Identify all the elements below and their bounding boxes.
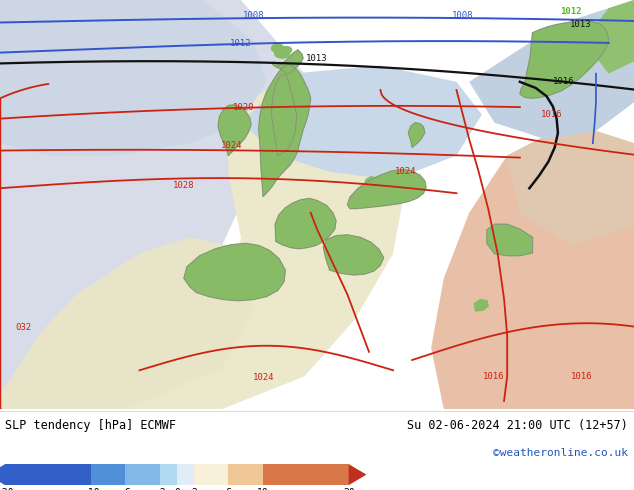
Text: 1012: 1012 bbox=[560, 7, 581, 16]
Text: 2: 2 bbox=[191, 489, 197, 490]
Text: -10: -10 bbox=[82, 489, 100, 490]
Text: SLP tendency [hPa] ECMWF: SLP tendency [hPa] ECMWF bbox=[5, 419, 176, 432]
Polygon shape bbox=[5, 464, 91, 485]
Circle shape bbox=[281, 47, 292, 53]
Text: 6: 6 bbox=[226, 489, 231, 490]
Text: 1016: 1016 bbox=[553, 77, 574, 86]
Polygon shape bbox=[262, 464, 349, 485]
Polygon shape bbox=[0, 0, 266, 155]
Polygon shape bbox=[126, 464, 160, 485]
Polygon shape bbox=[0, 237, 254, 409]
Text: 1012: 1012 bbox=[230, 39, 252, 49]
Polygon shape bbox=[271, 74, 297, 155]
Polygon shape bbox=[91, 464, 126, 485]
Text: 1016: 1016 bbox=[482, 371, 504, 381]
Polygon shape bbox=[218, 105, 251, 155]
Polygon shape bbox=[0, 0, 304, 409]
Text: 1016: 1016 bbox=[571, 371, 593, 381]
Polygon shape bbox=[408, 122, 425, 147]
Text: 032: 032 bbox=[16, 323, 32, 332]
Polygon shape bbox=[520, 21, 609, 98]
Text: 1013: 1013 bbox=[306, 54, 328, 63]
Polygon shape bbox=[431, 122, 634, 409]
Text: ©weatheronline.co.uk: ©weatheronline.co.uk bbox=[493, 448, 628, 458]
Polygon shape bbox=[349, 464, 366, 485]
Polygon shape bbox=[275, 198, 336, 249]
Text: 20: 20 bbox=[343, 489, 354, 490]
Polygon shape bbox=[507, 122, 634, 245]
Text: 1008: 1008 bbox=[452, 11, 474, 20]
Text: 1024: 1024 bbox=[221, 141, 242, 150]
Circle shape bbox=[275, 49, 290, 58]
Polygon shape bbox=[583, 0, 634, 74]
Text: 1020: 1020 bbox=[233, 103, 255, 112]
Text: -20: -20 bbox=[0, 489, 14, 490]
Text: 1028: 1028 bbox=[173, 181, 195, 190]
Polygon shape bbox=[0, 464, 5, 485]
Polygon shape bbox=[228, 464, 262, 485]
Polygon shape bbox=[469, 0, 634, 139]
Polygon shape bbox=[487, 224, 533, 256]
Circle shape bbox=[271, 44, 284, 52]
Polygon shape bbox=[160, 464, 177, 485]
Text: -2: -2 bbox=[154, 489, 165, 490]
Polygon shape bbox=[271, 50, 303, 74]
Text: -6: -6 bbox=[119, 489, 131, 490]
Polygon shape bbox=[194, 464, 228, 485]
Polygon shape bbox=[259, 65, 311, 196]
Polygon shape bbox=[241, 66, 482, 180]
Polygon shape bbox=[364, 177, 377, 190]
Polygon shape bbox=[184, 244, 285, 301]
Text: 1016: 1016 bbox=[541, 110, 562, 119]
Polygon shape bbox=[323, 235, 384, 275]
Polygon shape bbox=[127, 74, 406, 409]
Polygon shape bbox=[474, 299, 488, 311]
Text: 1024: 1024 bbox=[252, 373, 274, 382]
Polygon shape bbox=[177, 464, 194, 485]
Text: 1013: 1013 bbox=[569, 20, 591, 28]
Text: 1024: 1024 bbox=[395, 167, 417, 175]
Text: 0: 0 bbox=[174, 489, 180, 490]
Text: Su 02-06-2024 21:00 UTC (12+57): Su 02-06-2024 21:00 UTC (12+57) bbox=[407, 419, 628, 432]
Text: 1008: 1008 bbox=[243, 11, 264, 20]
Text: 10: 10 bbox=[257, 489, 269, 490]
Polygon shape bbox=[347, 170, 426, 209]
